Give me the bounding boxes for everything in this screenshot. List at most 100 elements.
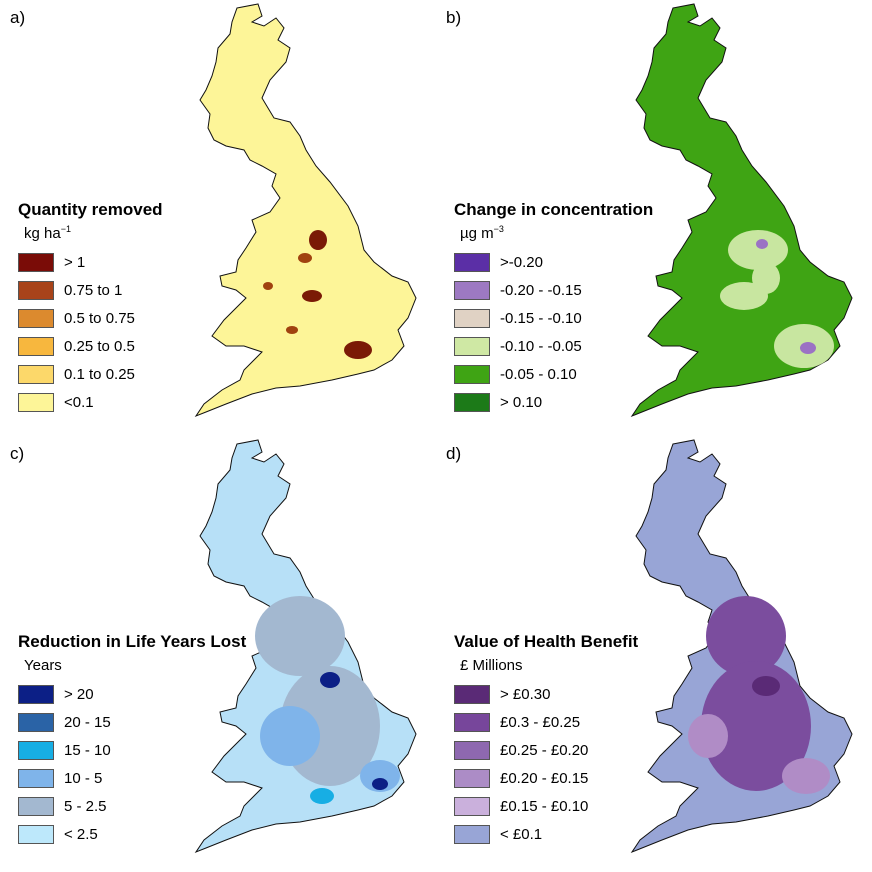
legend: Value of Health Benefit £ Millions > £0.… [454,632,638,848]
legend-label: £0.15 - £0.10 [500,797,589,815]
legend-label: > 20 [64,685,94,703]
legend-item: £0.3 - £0.25 [454,708,638,736]
hotspot [286,326,298,334]
panel-d: d) Value of Health Benefit £ Millions > … [436,436,872,872]
legend-label: -0.15 - -0.10 [500,309,582,327]
legend-item: 5 - 2.5 [18,792,246,820]
legend-label: 0.1 to 0.25 [64,365,135,383]
map-hotspots [688,596,830,794]
map [195,439,417,853]
hotspot [720,282,768,310]
legend-label: <0.1 [64,393,94,411]
legend-title: Value of Health Benefit [454,632,639,651]
legend-swatch [18,684,54,704]
panel-label: b) [446,8,462,27]
legend-label: < £0.1 [500,825,543,843]
hotspot [706,596,786,676]
legend-swatch [454,392,490,412]
great-britain-outline [195,3,417,417]
panel-a: a) Quantity removed kg ha−1 > 1 0.75 to 1… [0,0,436,436]
legend-item: -0.10 - -0.05 [454,332,653,360]
legend-label: 20 - 15 [64,713,111,731]
legend-swatch [454,768,490,788]
legend-item: £0.15 - £0.10 [454,792,638,820]
hotspot [260,706,320,766]
legend-title: Quantity removed [18,200,163,219]
legend-swatch [18,392,54,412]
legend-label: < 2.5 [64,825,98,843]
legend-swatch [18,796,54,816]
hotspot [255,596,345,676]
legend-item: 15 - 10 [18,736,246,764]
legend-item: > 20 [18,680,246,708]
hotspot [360,760,400,792]
map [631,439,853,853]
legend-title: Reduction in Life Years Lost [18,632,247,651]
legend-label: > 0.10 [500,393,543,411]
legend-label: > £0.30 [500,685,551,703]
legend-swatch [454,796,490,816]
legend-swatch [454,308,490,328]
legend-swatch [18,712,54,732]
legend-swatch [18,740,54,760]
legend-swatch [454,280,490,300]
hotspot [701,661,811,791]
legend-label: 0.5 to 0.75 [64,309,135,327]
map [631,3,853,417]
legend-label: 0.75 to 1 [64,281,123,299]
hotspot [298,253,312,263]
legend: Change in concentration µg m−3 >-0.20 -0.… [454,200,653,416]
legend-swatch [18,336,54,356]
map [195,3,417,417]
hotspot [310,788,334,804]
legend-label: -0.05 - 0.10 [500,365,577,383]
legend-item: 0.25 to 0.5 [18,332,163,360]
legend-swatch [18,308,54,328]
legend-swatch [454,824,490,844]
legend-item: 0.1 to 0.25 [18,360,163,388]
hotspot [320,672,340,688]
legend-swatch [18,364,54,384]
hotspot [782,758,830,794]
legend-item: £0.20 - £0.15 [454,764,638,792]
legend-item: -0.15 - -0.10 [454,304,653,332]
panel-c: c) Reduction in Life Years Lost Years > … [0,436,436,872]
legend-swatch [18,280,54,300]
map-hotspots [720,230,834,368]
legend: Quantity removed kg ha−1 > 1 0.75 to 1 0.5… [18,200,163,416]
panel-label: c) [10,444,25,463]
legend-item: <0.1 [18,388,163,416]
legend-item: 0.75 to 1 [18,276,163,304]
legend-unit: kg ha−1 [24,224,71,242]
hotspot [309,230,327,250]
legend-item: > 0.10 [454,388,653,416]
legend-unit: Years [24,657,62,674]
legend-label: £0.20 - £0.15 [500,769,589,787]
legend-swatch [18,768,54,788]
legend-unit: µg m−3 [460,224,504,242]
legend-swatch [18,824,54,844]
legend-unit: £ Millions [460,657,523,674]
legend-item: > £0.30 [454,680,638,708]
hotspot [344,341,372,359]
legend-swatch [454,740,490,760]
panel-b: b) Change in concentration µg m−3 >-0.20… [436,0,872,436]
legend-item: >-0.20 [454,248,653,276]
legend-swatch [18,252,54,272]
legend-item: 10 - 5 [18,764,246,792]
legend-label: >-0.20 [500,253,543,271]
legend-label: £0.25 - £0.20 [500,741,589,759]
legend-swatch [454,336,490,356]
legend-label: > 1 [64,253,86,271]
panel-label: d) [446,444,462,463]
hotspot [800,342,816,354]
legend-item: > 1 [18,248,163,276]
legend-label: -0.20 - -0.15 [500,281,582,299]
panel-label: a) [10,8,26,27]
hotspot [372,778,388,790]
legend-item: -0.20 - -0.15 [454,276,653,304]
map-hotspots [263,230,372,359]
map-hotspots [255,596,400,804]
legend: Reduction in Life Years Lost Years > 20 2… [18,632,246,848]
legend-item: 20 - 15 [18,708,246,736]
